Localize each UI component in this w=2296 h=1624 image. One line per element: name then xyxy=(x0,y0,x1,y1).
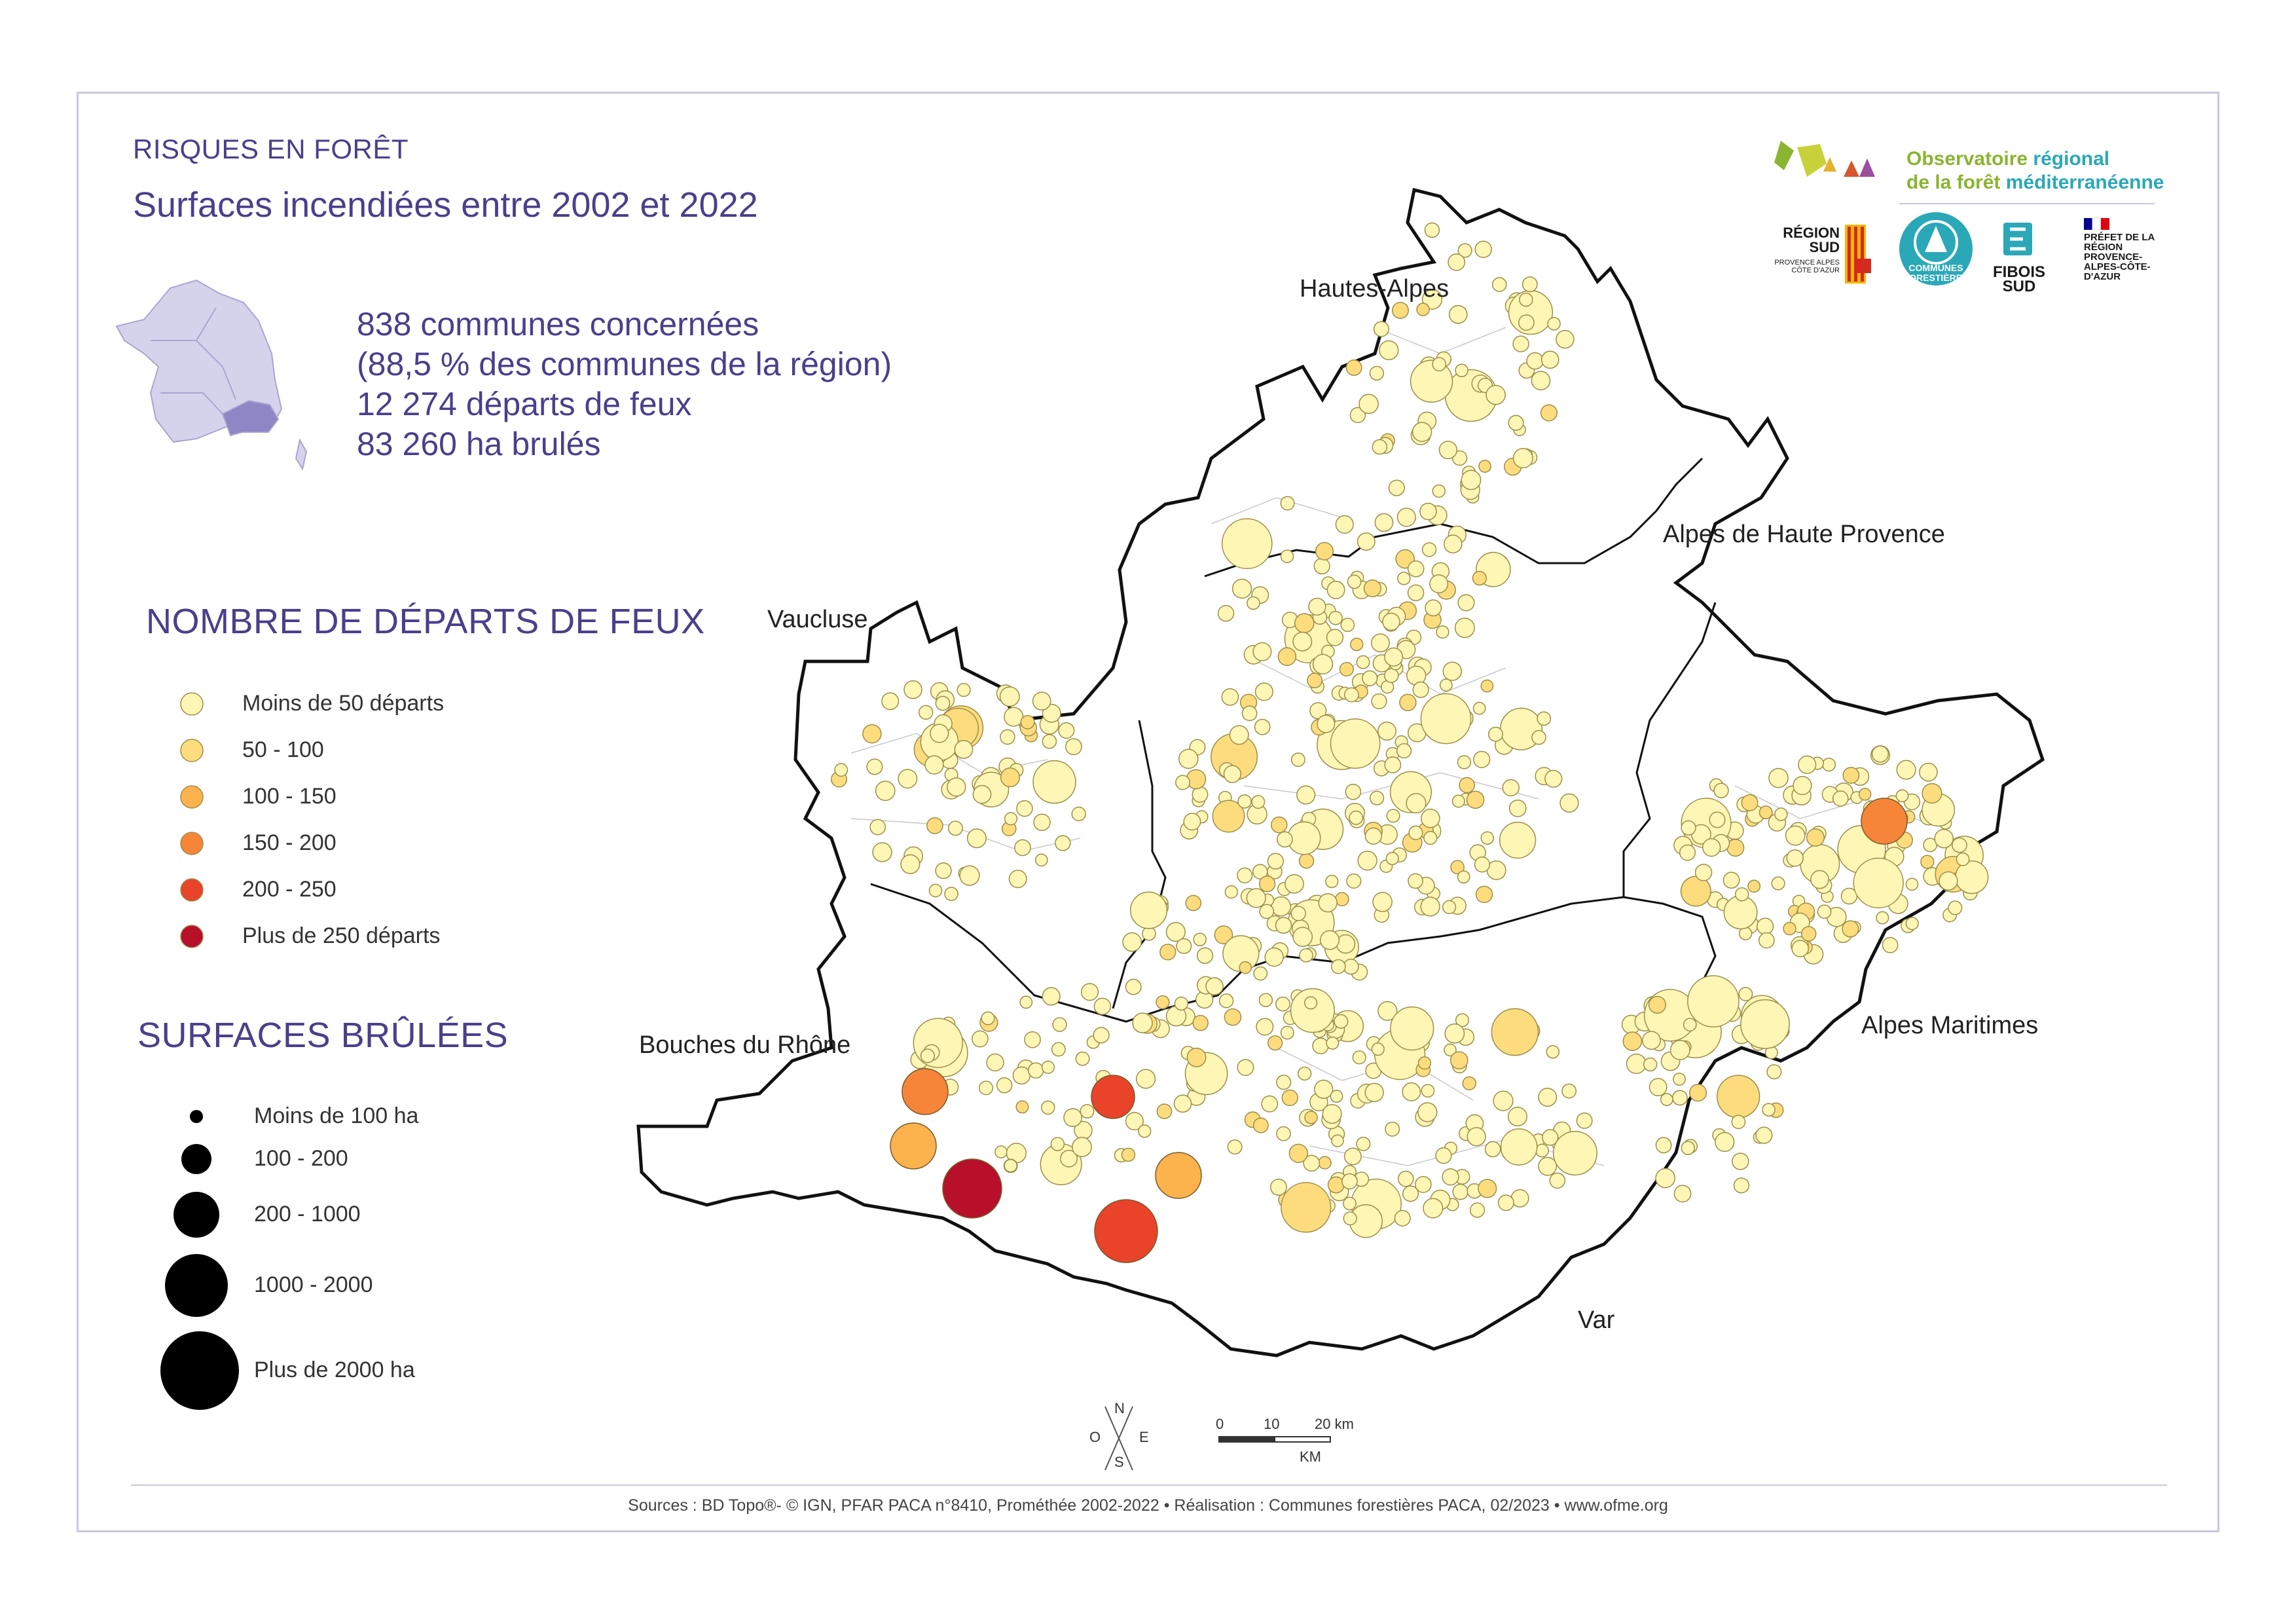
label-alpes-haute-provence: Alpes de Haute Provence xyxy=(1663,521,1945,548)
summary-stats: 838 communes concernées (88,5 % des comm… xyxy=(357,304,892,464)
legend-fires-label-0: Moins de 50 départs xyxy=(242,691,445,716)
legend-area-label-2: 200 - 1000 xyxy=(254,1202,361,1227)
map-frame xyxy=(77,92,2219,1532)
legend-fires-title: NOMBRE DE DÉPARTS DE FEUX xyxy=(146,602,705,641)
label-bouches-du-rhone: Bouches du Rhône xyxy=(639,1031,851,1059)
stat-percent: (88,5 % des communes de la région) xyxy=(357,346,892,382)
legend-area-label-1: 100 - 200 xyxy=(254,1146,348,1171)
compass-e: E xyxy=(1139,1429,1149,1445)
compass-n: N xyxy=(1114,1400,1125,1416)
ofme-line2a: de la forêt xyxy=(1906,172,2006,193)
legend-fires-label-3: 150 - 200 xyxy=(242,830,337,855)
legend-fires-label-1: 50 - 100 xyxy=(242,737,324,762)
legend-fires-label-4: 200 - 250 xyxy=(242,877,337,902)
legend-fires-label-2: 100 - 150 xyxy=(242,784,337,809)
prefet-text: PRÉFET DE LA RÉGION PROVENCE-ALPES-CÔTE-… xyxy=(2084,232,2155,282)
ofme-line2b: méditerranéenne xyxy=(2005,172,2164,193)
scale-unit: KM xyxy=(1300,1449,1321,1465)
compass-o: O xyxy=(1089,1429,1101,1445)
label-var: Var xyxy=(1578,1306,1615,1334)
compass-s: S xyxy=(1114,1454,1124,1470)
ofme-line1b: régional xyxy=(2033,148,2110,170)
stat-fires: 12 274 départs de feux xyxy=(357,386,692,422)
map-title: Surfaces incendiées entre 2002 et 2022 xyxy=(133,185,758,225)
stat-communes: 838 communes concernées xyxy=(357,306,759,342)
communes-forestieres-text: COMMUNES FORESTIÈRES xyxy=(1903,263,1969,283)
scale-tick-0: 0 xyxy=(1216,1416,1224,1432)
legend-area-title: SURFACES BRÛLÉES xyxy=(137,1016,509,1055)
scale-tick-10: 10 xyxy=(1264,1416,1280,1432)
legend-area-label-3: 1000 - 2000 xyxy=(254,1272,373,1297)
legend-area-label-4: Plus de 2000 ha xyxy=(254,1357,415,1382)
footer-divider xyxy=(131,1485,2167,1486)
label-alpes-maritimes: Alpes Maritimes xyxy=(1861,1012,2039,1039)
label-hautes-alpes: Hautes-Alpes xyxy=(1300,275,1449,303)
legend-area-label-0: Moins de 100 ha xyxy=(254,1103,419,1128)
fibois-text: FIBOIS SUD xyxy=(1992,263,2045,295)
stat-area: 83 260 ha brulés xyxy=(357,426,601,462)
region-sud-subtitle: PROVENCE ALPES CÔTE D'AZUR xyxy=(1774,259,1840,274)
scale-tick-20: 20 km xyxy=(1315,1416,1354,1432)
label-vaucluse: Vaucluse xyxy=(767,606,868,633)
footer-sources: Sources : BD Topo®- © IGN, PFAR PACA n°8… xyxy=(628,1496,1668,1515)
ofme-line1a: Observatoire xyxy=(1906,148,2033,170)
region-sud-text: RÉGION SUD xyxy=(1783,225,1840,255)
map-kicker: RISQUES EN FORÊT xyxy=(133,134,409,164)
legend-fires-label-5: Plus de 250 départs xyxy=(242,923,441,948)
ofme-logo-text: Observatoire régional de la forêt médite… xyxy=(1906,147,2164,194)
